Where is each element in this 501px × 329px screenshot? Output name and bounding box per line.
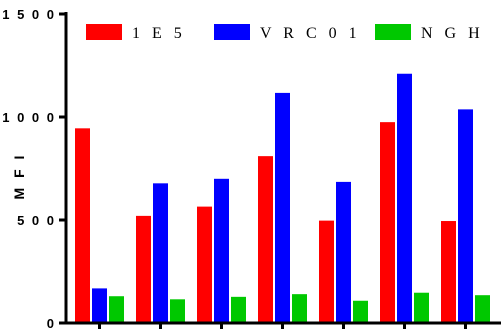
y-tick-label: 0 bbox=[47, 316, 56, 329]
legend-swatch bbox=[214, 24, 250, 40]
bar bbox=[292, 294, 307, 323]
bars-group bbox=[75, 73, 490, 324]
y-tick-label: 5 0 0 bbox=[17, 213, 56, 228]
bar bbox=[153, 183, 168, 323]
bar bbox=[458, 109, 473, 324]
bar bbox=[475, 295, 490, 323]
legend: 1 E 5 V R C 0 1 N G H bbox=[86, 24, 484, 42]
bar bbox=[414, 292, 429, 323]
legend-label: N G H bbox=[421, 25, 484, 42]
y-tick-label: 1 5 0 0 bbox=[2, 7, 56, 22]
bar bbox=[380, 122, 395, 324]
bar bbox=[353, 300, 368, 323]
y-ticks-group: 0 5 0 0 1 0 0 0 1 5 0 0 bbox=[2, 7, 66, 329]
bar bbox=[441, 221, 456, 323]
bar bbox=[275, 92, 290, 323]
legend-label: V R C 0 1 bbox=[260, 25, 361, 42]
bar bbox=[214, 178, 229, 323]
legend-label: 1 E 5 bbox=[132, 25, 186, 42]
bar bbox=[136, 215, 151, 323]
bar bbox=[336, 181, 351, 323]
bar bbox=[319, 220, 334, 323]
legend-swatch bbox=[86, 24, 122, 40]
bar bbox=[397, 73, 412, 324]
y-tick-label: 1 0 0 0 bbox=[2, 110, 56, 125]
bar bbox=[231, 296, 246, 323]
bar bbox=[197, 206, 212, 323]
y-axis-label: M F I bbox=[11, 153, 27, 200]
bar bbox=[258, 156, 273, 323]
bar bbox=[75, 128, 90, 323]
bar bbox=[109, 296, 124, 323]
bar bbox=[170, 299, 185, 323]
legend-swatch bbox=[375, 24, 411, 40]
bar bbox=[92, 288, 107, 323]
